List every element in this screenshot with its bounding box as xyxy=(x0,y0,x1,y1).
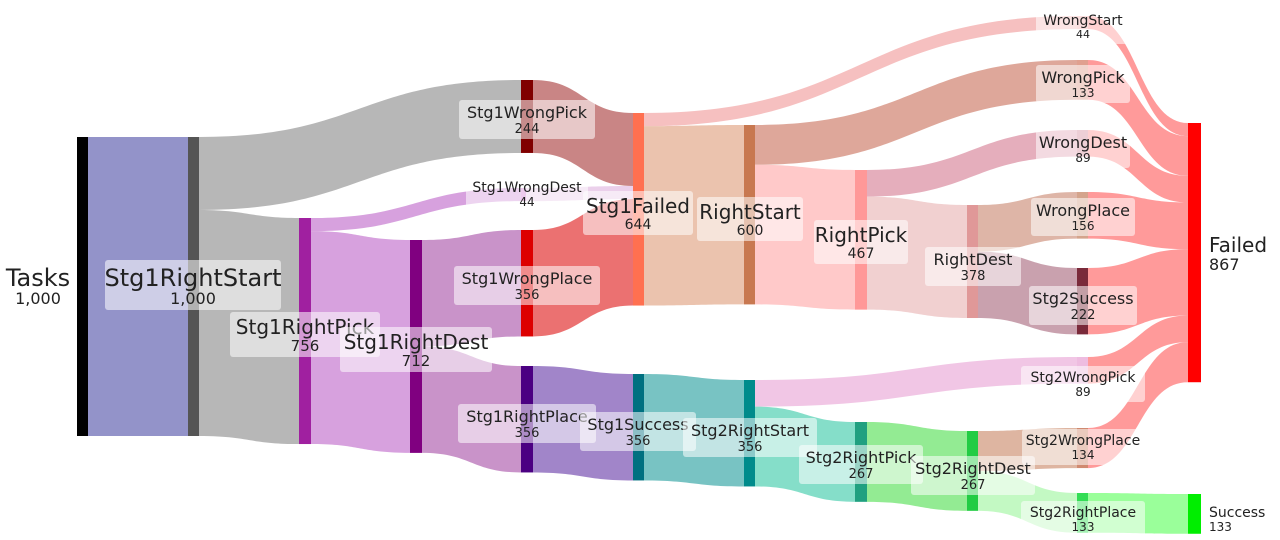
node-label-WrongPlace: WrongPlace xyxy=(1036,201,1130,220)
label-box-Stg1WrongPick xyxy=(459,100,595,139)
label-box-Stg1Success xyxy=(580,412,696,451)
link-Stg2RightStart-to-Stg2WrongPick[interactable] xyxy=(755,357,1077,407)
label-box-WrongPlace xyxy=(1031,198,1135,236)
node-label-Stg1WrongDest: Stg1WrongDest xyxy=(472,180,582,196)
node-bar-Tasks[interactable] xyxy=(77,137,88,436)
node-label-WrongPick: WrongPick xyxy=(1041,68,1125,87)
node-value-Stg1RightPlace: 356 xyxy=(515,426,540,441)
label-box-RightPick xyxy=(814,220,908,264)
node-value-Stg1Failed: 644 xyxy=(625,217,652,233)
label-box-WrongStart xyxy=(1036,9,1130,44)
node-value-WrongPick: 133 xyxy=(1072,86,1095,100)
node-label-Failed: Failed xyxy=(1209,233,1267,257)
node-label-WrongStart: WrongStart xyxy=(1043,13,1123,29)
label-box-Stg1RightPlace xyxy=(458,404,596,443)
node-value-Stg1WrongDest: 44 xyxy=(519,195,534,209)
node-label-Stg2RightStart: Stg2RightStart xyxy=(691,421,809,440)
node-label-Stg2RightPlace: Stg2RightPlace xyxy=(1030,505,1136,521)
link-WrongStart-to-Failed[interactable] xyxy=(1088,16,1188,137)
node-value-Stg1WrongPlace: 356 xyxy=(515,288,540,303)
label-box-Stg2RightPick xyxy=(799,445,923,484)
node-value-Stg2Success: 222 xyxy=(1071,308,1096,323)
link-Stg1RightStart-to-Stg1WrongPick[interactable] xyxy=(199,80,521,210)
node-value-Stg1RightDest: 712 xyxy=(402,352,431,370)
label-box-WrongPick xyxy=(1036,65,1130,103)
node-label-RightStart: RightStart xyxy=(699,200,801,224)
node-value-Stg2WrongPlace: 134 xyxy=(1072,448,1095,462)
label-box-RightDest xyxy=(925,247,1021,286)
node-label-Stg1WrongPick: Stg1WrongPick xyxy=(467,103,588,122)
label-box-Stg2Success xyxy=(1029,286,1137,325)
node-label-Stg1WrongPlace: Stg1WrongPlace xyxy=(462,269,593,288)
node-value-Stg2RightPlace: 133 xyxy=(1072,520,1095,534)
label-box-Stg1RightDest xyxy=(340,327,492,372)
label-box-Stg2RightPlace xyxy=(1021,501,1145,537)
label-box-Stg2WrongPick xyxy=(1021,366,1145,402)
label-box-Stg1RightStart xyxy=(105,260,281,310)
node-label-RightPick: RightPick xyxy=(815,223,908,247)
node-value-WrongDest: 89 xyxy=(1075,151,1090,165)
node-value-Stg2RightDest: 267 xyxy=(961,478,986,493)
node-value-RightStart: 600 xyxy=(737,223,764,239)
node-value-Stg1WrongPick: 244 xyxy=(515,122,540,137)
label-box-Stg1Failed xyxy=(583,191,693,235)
node-label-RightDest: RightDest xyxy=(934,250,1013,269)
node-value-RightDest: 378 xyxy=(961,269,986,284)
node-label-Stg1RightPlace: Stg1RightPlace xyxy=(466,407,587,426)
node-label-Stg1RightDest: Stg1RightDest xyxy=(344,330,489,354)
labels-layer: Tasks1,000Stg1RightStart1,000Stg1RightPi… xyxy=(5,9,1267,537)
node-label-WrongDest: WrongDest xyxy=(1039,133,1127,152)
node-label-Stg1RightStart: Stg1RightStart xyxy=(105,264,282,292)
label-box-WrongDest xyxy=(1036,130,1130,168)
label-box-Stg1WrongDest xyxy=(466,176,588,212)
node-value-Stg2RightStart: 356 xyxy=(738,440,763,455)
node-value-WrongPlace: 156 xyxy=(1072,219,1095,233)
node-label-Stg2Success: Stg2Success xyxy=(1032,289,1133,308)
node-bar-Failed[interactable] xyxy=(1188,123,1201,383)
node-label-Stg2RightDest: Stg2RightDest xyxy=(915,459,1031,478)
node-value-Failed: 867 xyxy=(1209,255,1240,274)
node-value-WrongStart: 44 xyxy=(1076,28,1090,41)
node-label-Stg1Failed: Stg1Failed xyxy=(586,194,690,218)
node-label-Stg1Success: Stg1Success xyxy=(587,415,688,434)
node-value-Stg1RightPick: 756 xyxy=(291,337,320,355)
node-value-Stg2RightPick: 267 xyxy=(849,467,874,482)
label-box-Stg1WrongPlace xyxy=(454,266,600,305)
node-bar-Success[interactable] xyxy=(1188,494,1201,534)
link-Stg1Failed-to-WrongStart[interactable] xyxy=(644,16,1077,127)
label-box-Stg2WrongPlace xyxy=(1022,429,1144,465)
link-RightPick-to-WrongDest[interactable] xyxy=(867,130,1077,197)
node-value-Success: 133 xyxy=(1209,520,1232,534)
label-box-Stg2RightDest xyxy=(911,456,1035,495)
node-value-RightPick: 467 xyxy=(848,246,875,262)
node-value-Stg1Success: 356 xyxy=(626,434,651,449)
link-RightStart-to-WrongPick[interactable] xyxy=(755,60,1077,165)
node-label-Tasks: Tasks xyxy=(5,264,70,292)
node-label-Stg2RightPick: Stg2RightPick xyxy=(806,448,917,467)
node-value-Tasks: 1,000 xyxy=(15,289,61,308)
label-box-Stg2RightStart xyxy=(683,418,817,457)
label-box-RightStart xyxy=(697,197,803,241)
node-label-Stg2WrongPlace: Stg2WrongPlace xyxy=(1026,433,1140,449)
node-value-Stg2WrongPick: 89 xyxy=(1075,385,1090,399)
node-value-Stg1RightStart: 1,000 xyxy=(170,289,216,308)
node-label-Success: Success xyxy=(1209,505,1265,521)
node-label-Stg2WrongPick: Stg2WrongPick xyxy=(1031,370,1137,386)
link-Stg1Failed-to-RightStart[interactable] xyxy=(644,125,744,306)
